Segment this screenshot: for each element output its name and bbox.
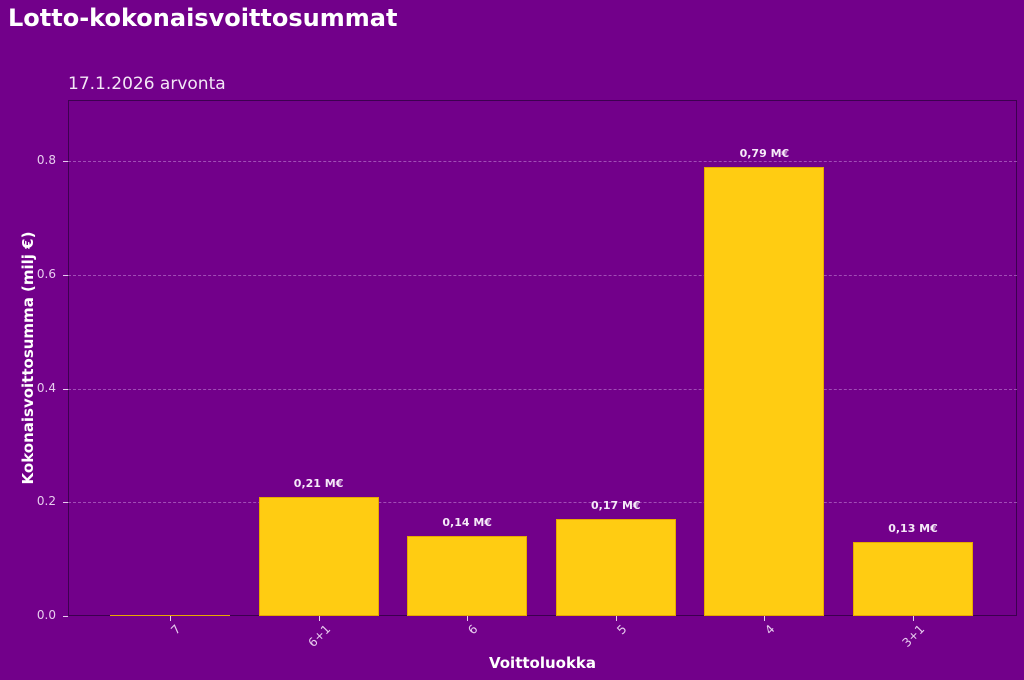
bar-6	[407, 536, 528, 616]
chart-title: Lotto-kokonaisvoittosummat	[8, 4, 398, 32]
y-tick-mark	[63, 161, 68, 162]
x-tick-mark	[615, 616, 617, 621]
y-tick-text: 0.4	[36, 380, 56, 395]
x-tick-label: 6	[465, 622, 481, 638]
bar-5	[555, 519, 676, 616]
x-tick-label: 4	[762, 622, 778, 638]
x-tick-mark	[764, 616, 766, 621]
x-tick-mark	[913, 616, 914, 621]
bar-3+1	[853, 542, 973, 616]
y-tick-text: 0.6	[36, 266, 56, 281]
bar-value-label: 0,17 M€	[591, 499, 641, 513]
y-tick-mark	[63, 616, 68, 617]
grid-line	[68, 502, 1017, 504]
y-tick-label: 0.2	[0, 494, 68, 508]
y-tick-text: 0.8	[36, 153, 56, 167]
y-tick-label: 0.8	[0, 153, 68, 167]
grid-line	[68, 274, 1017, 276]
bar-value-label: 0,13 M€	[888, 522, 938, 536]
plot-area	[68, 100, 1017, 616]
y-tick-mark	[63, 274, 68, 276]
chart-subtitle: 17.1.2026 arvonta	[68, 74, 226, 94]
y-tick-label: 0.4	[0, 381, 68, 395]
bar-7	[110, 615, 230, 616]
x-tick-label: 3+1	[899, 622, 928, 650]
y-tick-text: 0.2	[36, 494, 56, 509]
x-tick-label: 7	[168, 622, 184, 638]
y-tick-label: 0.6	[0, 267, 68, 281]
bar-4	[704, 166, 825, 616]
y-tick-label: 0.0	[0, 608, 68, 622]
y-tick-mark	[63, 502, 68, 504]
y-tick-mark	[63, 388, 68, 390]
x-tick-mark	[467, 616, 469, 621]
bar-value-label: 0,79 M€	[739, 146, 790, 160]
bar-6+1	[258, 496, 379, 616]
bar-value-label: 0,21 M€	[293, 476, 344, 490]
x-tick-label: 6+1	[305, 622, 333, 650]
bar-value-label: 0,14 M€	[442, 516, 492, 530]
grid-line	[68, 161, 1017, 162]
x-tick-mark	[170, 616, 171, 621]
x-tick-label: 5	[614, 622, 630, 638]
y-tick-text: 0.0	[36, 608, 56, 622]
x-tick-mark	[318, 616, 320, 621]
x-axis-label: Voittoluokka	[488, 654, 597, 672]
grid-line	[68, 388, 1017, 390]
